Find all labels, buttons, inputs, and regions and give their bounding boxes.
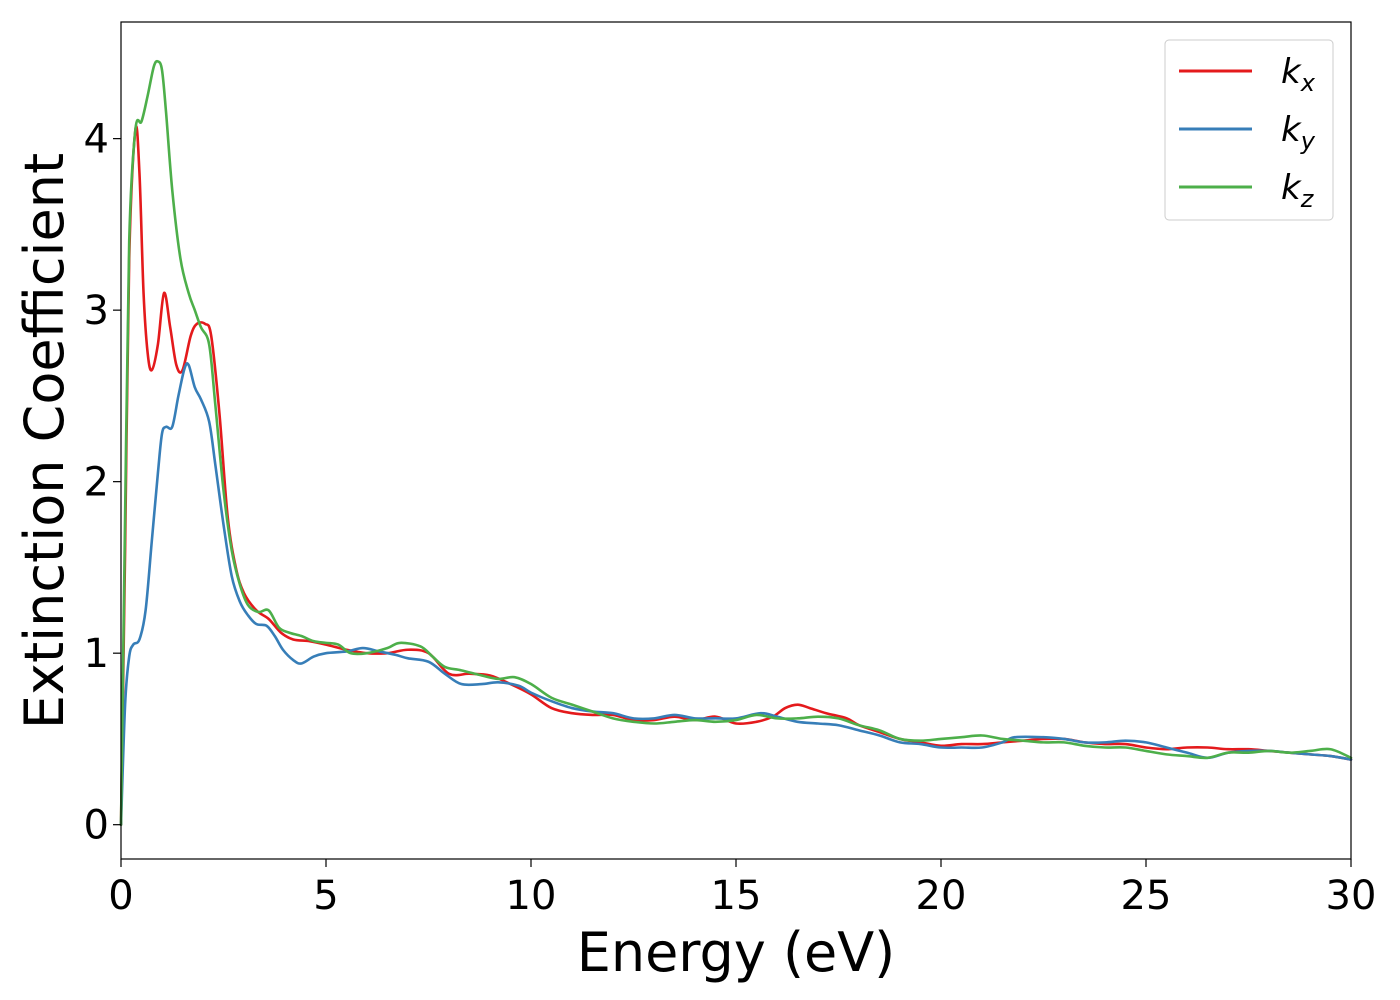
series-line-kz xyxy=(119,59,1353,826)
y-tick-label: 3 xyxy=(84,288,109,334)
y-tick-label: 1 xyxy=(84,631,109,677)
y-tick-label: 0 xyxy=(84,803,109,849)
x-axis-label: Energy (eV) xyxy=(577,921,896,984)
y-axis-ticks: 0 1 2 3 4 xyxy=(84,117,121,849)
x-tick-label: 0 xyxy=(108,873,133,919)
x-tick-label: 15 xyxy=(711,873,762,919)
x-tick-label: 30 xyxy=(1326,873,1377,919)
y-axis-label: Extinction Coefficient xyxy=(13,153,76,729)
legend-label-kx: kx xyxy=(1281,52,1316,97)
x-tick-label: 5 xyxy=(313,873,338,919)
x-axis-ticks: 0 5 10 15 20 25 30 xyxy=(108,859,1376,919)
series-layer xyxy=(119,59,1353,826)
x-tick-label: 10 xyxy=(506,873,557,919)
series-line-ky xyxy=(119,362,1353,826)
y-tick-label: 2 xyxy=(84,460,109,506)
x-tick-label: 25 xyxy=(1121,873,1172,919)
x-tick-label: 20 xyxy=(916,873,967,919)
legend-label-ky: ky xyxy=(1281,110,1316,155)
y-tick-label: 4 xyxy=(84,117,109,163)
